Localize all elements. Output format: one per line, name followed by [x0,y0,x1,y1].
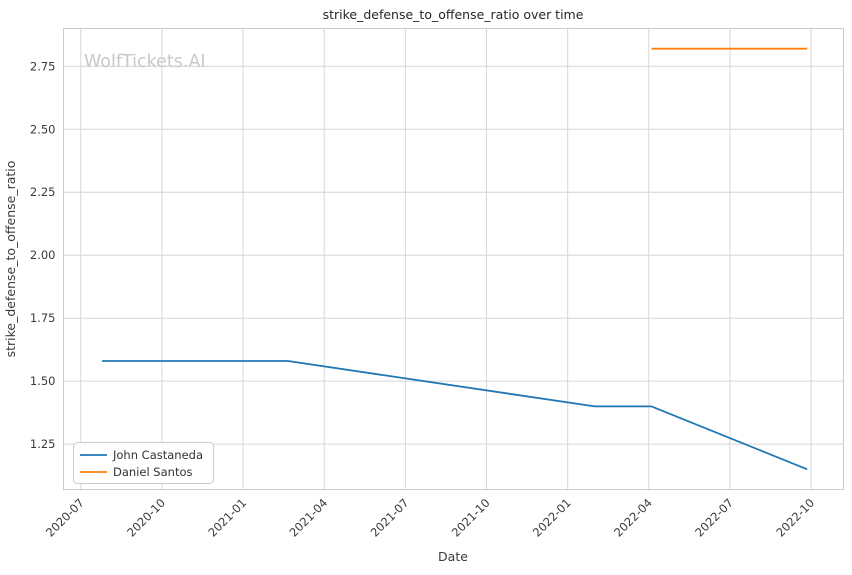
x-tick-label: 2020-07 [43,496,87,540]
legend-label-daniel-santos: Daniel Santos [113,465,192,479]
legend: John Castaneda Daniel Santos [73,442,214,484]
x-tick-label: 2022-07 [692,496,736,540]
x-axis-label: Date [438,549,468,564]
grid-layer [63,28,844,490]
legend-box [73,442,214,484]
x-tick-label: 2021-04 [286,496,330,540]
x-tick-label: 2021-10 [449,496,493,540]
x-tick-label: 2022-04 [611,496,655,540]
y-tick-label: 2.75 [30,59,56,73]
watermark: WolfTickets.AI [84,52,206,72]
y-axis-label: strike_defense_to_offense_ratio [3,161,18,358]
y-tick-label: 2.50 [30,122,56,136]
x-tick-label: 2021-07 [368,496,412,540]
y-tick-label: 2.25 [30,185,56,199]
y-tick-label: 1.50 [30,374,56,388]
x-tick-label: 2022-01 [530,496,574,540]
legend-label-john-castaneda: John Castaneda [112,448,203,462]
series-layer [102,47,808,471]
y-tick-label: 1.75 [30,311,56,325]
x-tick-label: 2021-01 [205,496,249,540]
plot-border [63,28,844,490]
x-tick-label: 2020-10 [124,496,168,540]
x-tick-label: 2022-10 [773,496,817,540]
y-tick-label: 2.00 [30,248,56,262]
y-tick-label: 1.25 [30,437,56,451]
chart-title: strike_defense_to_offense_ratio over tim… [323,7,584,22]
series-line-john-castaneda [102,360,808,471]
